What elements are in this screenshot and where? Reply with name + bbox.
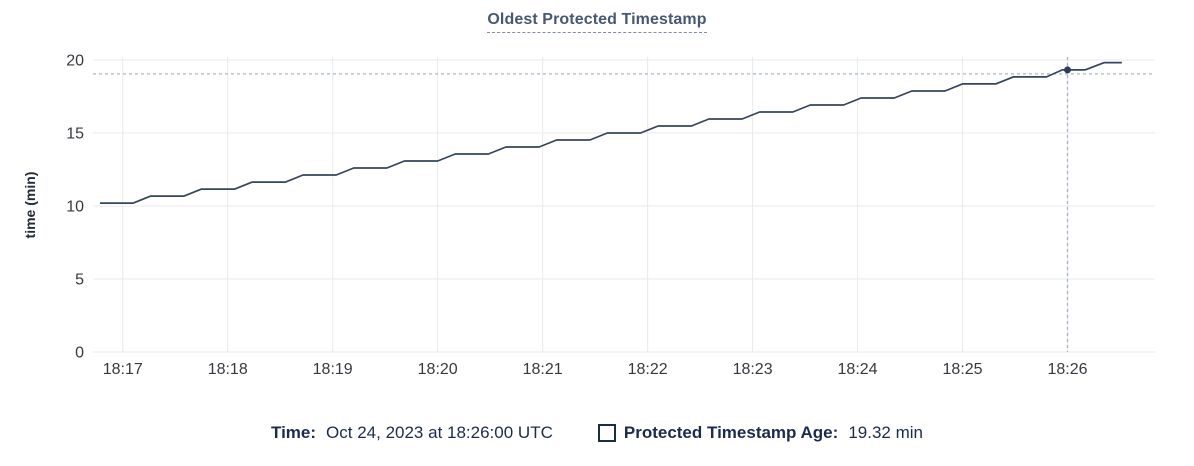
x-tick-label: 18:21: [523, 361, 563, 378]
series-label: Protected Timestamp Age:: [623, 423, 839, 442]
hover-dot: [1064, 66, 1072, 74]
x-tick-label: 18:23: [733, 361, 773, 378]
legend-series-toggle[interactable]: Protected Timestamp Age: 19.32 min: [597, 423, 923, 443]
chart-header: Oldest Protected Timestamp: [0, 11, 1194, 33]
chart-legend: Time: Oct 24, 2023 at 18:26:00 UTC Prote…: [0, 423, 1194, 443]
x-tick-label: 18:26: [1047, 361, 1087, 378]
hover-time-label: Time:: [271, 423, 317, 442]
series-value: 19.32 min: [848, 423, 923, 442]
x-tick-label: 18:19: [313, 361, 353, 378]
x-tick-label: 18:17: [103, 361, 143, 378]
series-line: [100, 61, 1122, 204]
series-checkbox[interactable]: [597, 424, 616, 442]
hover-time-readout: Time: Oct 24, 2023 at 18:26:00 UTC: [271, 423, 553, 443]
x-tick-label: 18:22: [628, 361, 668, 378]
hover-time-value: Oct 24, 2023 at 18:26:00 UTC: [326, 423, 553, 442]
x-tick-label: 18:25: [943, 361, 983, 378]
chart-title[interactable]: Oldest Protected Timestamp: [487, 11, 707, 33]
y-tick-label: 15: [66, 126, 84, 143]
x-tick-label: 18:24: [838, 361, 878, 378]
x-tick-label: 18:18: [208, 361, 248, 378]
y-tick-label: 10: [66, 199, 84, 216]
y-tick-label: 20: [66, 53, 84, 70]
x-tick-label: 18:20: [418, 361, 458, 378]
y-tick-label: 0: [75, 345, 84, 362]
y-tick-label: 5: [75, 272, 84, 289]
timeseries-chart[interactable]: 0 5 10 15 20 18:17 18:18 18:19 18:20 18:21 18:22 18…: [0, 0, 1194, 400]
